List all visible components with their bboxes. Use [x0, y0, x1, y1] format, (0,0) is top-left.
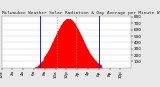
- Text: Milwaukee Weather Solar Radiation & Day Average per Minute W/m2 (Today): Milwaukee Weather Solar Radiation & Day …: [2, 11, 160, 15]
